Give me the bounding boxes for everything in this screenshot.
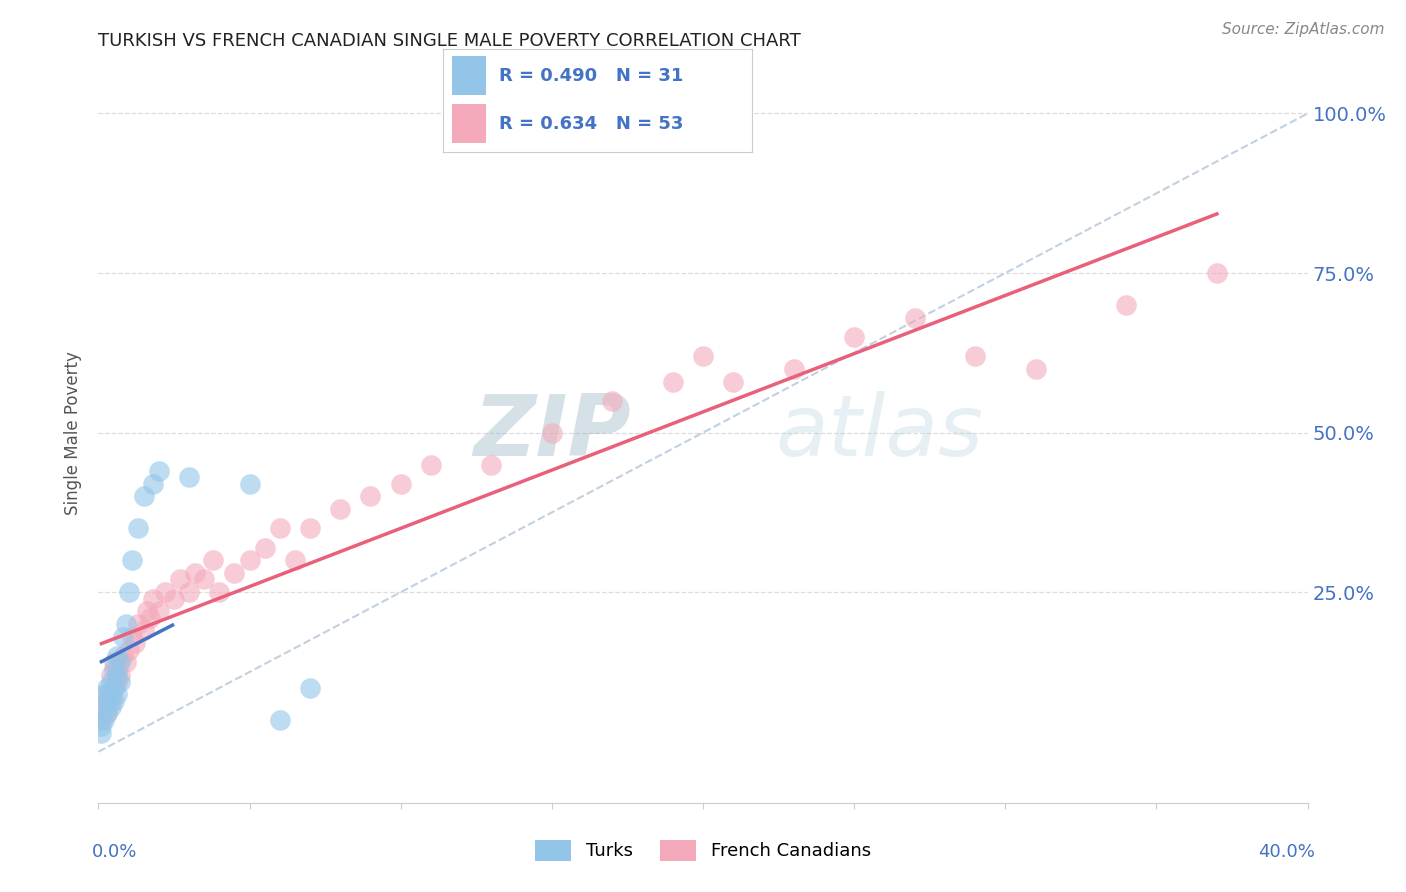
Point bbox=[148, 604, 170, 618]
Point bbox=[965, 349, 987, 363]
Point bbox=[111, 630, 134, 644]
Point bbox=[90, 713, 112, 727]
Point bbox=[111, 648, 134, 663]
Point bbox=[93, 700, 115, 714]
Point bbox=[239, 476, 262, 491]
Point bbox=[132, 624, 155, 638]
Point bbox=[105, 687, 128, 701]
Point bbox=[153, 585, 176, 599]
Point bbox=[139, 611, 162, 625]
Point bbox=[1024, 361, 1046, 376]
Text: 40.0%: 40.0% bbox=[1258, 843, 1315, 861]
Point bbox=[329, 502, 352, 516]
Point bbox=[103, 656, 125, 670]
Point bbox=[105, 668, 128, 682]
Point bbox=[100, 668, 122, 682]
Point bbox=[193, 573, 215, 587]
Point bbox=[93, 700, 115, 714]
Point bbox=[127, 617, 149, 632]
Point bbox=[114, 617, 136, 632]
Point bbox=[96, 694, 118, 708]
Point bbox=[208, 585, 231, 599]
Point bbox=[93, 687, 115, 701]
Point bbox=[360, 490, 382, 504]
Point bbox=[114, 656, 136, 670]
Point bbox=[103, 681, 125, 695]
Point bbox=[904, 310, 927, 325]
Point bbox=[224, 566, 246, 580]
Point bbox=[100, 674, 122, 689]
Point bbox=[121, 630, 143, 644]
Point bbox=[783, 361, 806, 376]
Y-axis label: Single Male Poverty: Single Male Poverty bbox=[65, 351, 83, 515]
Point bbox=[103, 662, 125, 676]
Text: R = 0.634   N = 53: R = 0.634 N = 53 bbox=[499, 115, 683, 133]
Point bbox=[96, 687, 118, 701]
Point bbox=[481, 458, 503, 472]
Point bbox=[661, 375, 683, 389]
Point bbox=[135, 604, 157, 618]
Point bbox=[100, 694, 122, 708]
Point bbox=[100, 687, 122, 701]
Point bbox=[118, 585, 141, 599]
Point bbox=[1115, 298, 1137, 312]
Legend: Turks, French Canadians: Turks, French Canadians bbox=[529, 832, 877, 868]
Point bbox=[269, 521, 291, 535]
Point bbox=[105, 648, 128, 663]
Point bbox=[202, 553, 225, 567]
Point bbox=[108, 668, 131, 682]
Text: 0.0%: 0.0% bbox=[91, 843, 136, 861]
Point bbox=[96, 706, 118, 721]
Point bbox=[96, 706, 118, 721]
Bar bbox=[453, 104, 486, 144]
Point bbox=[121, 553, 143, 567]
Point bbox=[420, 458, 443, 472]
Point bbox=[540, 425, 562, 440]
Point bbox=[148, 464, 170, 478]
Point bbox=[118, 642, 141, 657]
Text: Source: ZipAtlas.com: Source: ZipAtlas.com bbox=[1222, 22, 1385, 37]
Point bbox=[179, 585, 201, 599]
Text: ZIP: ZIP bbox=[472, 391, 630, 475]
Text: R = 0.490   N = 31: R = 0.490 N = 31 bbox=[499, 67, 683, 85]
Point bbox=[103, 694, 125, 708]
Point bbox=[179, 470, 201, 484]
Point bbox=[96, 681, 118, 695]
Point bbox=[108, 674, 131, 689]
Point bbox=[90, 719, 112, 733]
Point bbox=[389, 476, 412, 491]
Point bbox=[105, 674, 128, 689]
Point bbox=[602, 393, 624, 408]
Point bbox=[142, 591, 165, 606]
Point bbox=[105, 662, 128, 676]
Point bbox=[253, 541, 276, 555]
Point bbox=[90, 725, 112, 739]
Point bbox=[169, 573, 191, 587]
Point bbox=[723, 375, 745, 389]
Point bbox=[692, 349, 714, 363]
Point bbox=[127, 521, 149, 535]
Point bbox=[299, 521, 322, 535]
Point bbox=[184, 566, 207, 580]
Point bbox=[284, 553, 307, 567]
Point bbox=[124, 636, 146, 650]
Text: TURKISH VS FRENCH CANADIAN SINGLE MALE POVERTY CORRELATION CHART: TURKISH VS FRENCH CANADIAN SINGLE MALE P… bbox=[98, 32, 801, 50]
Point bbox=[142, 476, 165, 491]
Point bbox=[100, 700, 122, 714]
Point bbox=[1206, 266, 1229, 280]
Point bbox=[108, 656, 131, 670]
Point bbox=[132, 490, 155, 504]
Point bbox=[844, 330, 866, 344]
Point bbox=[93, 713, 115, 727]
Text: atlas: atlas bbox=[776, 391, 984, 475]
Bar bbox=[453, 56, 486, 95]
Point bbox=[239, 553, 262, 567]
Point bbox=[163, 591, 186, 606]
Point bbox=[269, 713, 291, 727]
Point bbox=[299, 681, 322, 695]
Point bbox=[103, 681, 125, 695]
